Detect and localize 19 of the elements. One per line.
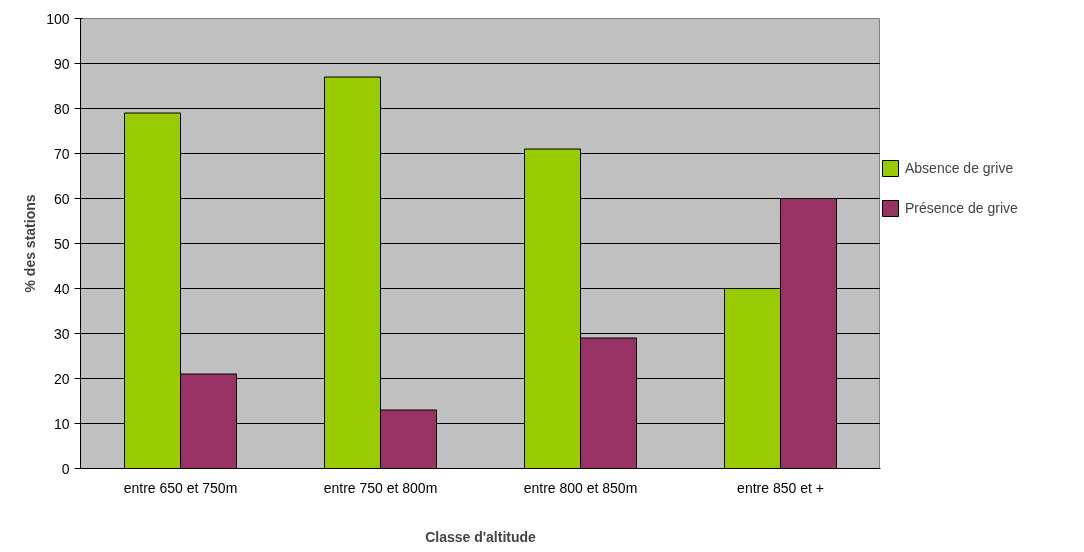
x-tick-label: entre 800 et 850m [523,479,638,496]
legend-label: Présence de grive [905,200,1018,216]
y-tick-label: 30 [53,325,70,342]
y-tick-label: 60 [53,190,70,207]
x-tick-label: entre 850 et + [737,479,824,496]
y-tick-label: 0 [61,460,70,477]
y-tick-label: 40 [53,280,70,297]
y-tick-label: 10 [53,415,70,432]
y-axis-title: % des stations [22,194,39,293]
y-tick-label: 90 [53,55,70,72]
x-tick-label: entre 750 et 800m [323,479,438,496]
y-tick-label: 100 [46,10,70,27]
x-tick-label: entre 650 et 750m [123,479,238,496]
x-axis-title: Classe d'altitude [425,528,537,545]
y-tick-label: 70 [53,145,70,162]
legend-label: Absence de grive [905,160,1014,176]
y-tick-label: 50 [53,235,70,252]
y-tick-label: 20 [53,370,70,387]
y-tick-label: 80 [53,100,70,117]
